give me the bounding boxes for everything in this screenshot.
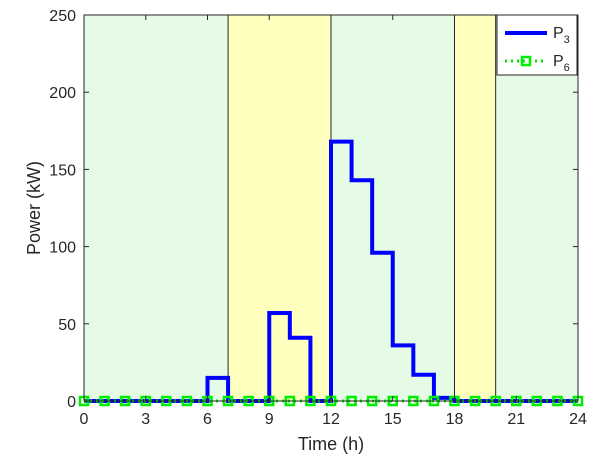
y-axis-ticks: 0 50 100 150 200 250 bbox=[49, 8, 578, 411]
y-tick-label: 200 bbox=[49, 85, 76, 102]
background-band-0 bbox=[84, 15, 229, 401]
x-tick-label: 12 bbox=[322, 411, 340, 428]
background-band-4 bbox=[495, 15, 578, 401]
x-tick-label: 6 bbox=[203, 411, 212, 428]
legend-label-0: P3 bbox=[553, 25, 570, 46]
background-band-1 bbox=[228, 15, 331, 401]
background-band-3 bbox=[454, 15, 496, 401]
x-tick-label: 15 bbox=[384, 411, 402, 428]
y-tick-label: 0 bbox=[67, 394, 76, 411]
x-tick-label: 21 bbox=[507, 411, 525, 428]
y-tick-label: 100 bbox=[49, 240, 76, 257]
legend-marker-p6 bbox=[520, 55, 532, 67]
x-tick-label: 3 bbox=[141, 411, 150, 428]
y-tick-label: 50 bbox=[58, 317, 76, 334]
x-tick-label: 9 bbox=[265, 411, 274, 428]
x-axis-label: Time (h) bbox=[298, 434, 364, 454]
x-tick-label: 18 bbox=[446, 411, 464, 428]
legend-label-1: P6 bbox=[553, 53, 570, 74]
legend-box bbox=[496, 14, 578, 76]
y-tick-label: 250 bbox=[49, 8, 76, 25]
x-tick-label: 0 bbox=[80, 411, 89, 428]
background-bands bbox=[84, 15, 578, 401]
x-axis-ticks: 0 3 6 9 12 15 18 21 24 bbox=[80, 15, 587, 428]
y-axis-label: Power (kW) bbox=[24, 161, 44, 255]
x-tick-label: 24 bbox=[569, 411, 587, 428]
y-tick-label: 150 bbox=[49, 162, 76, 179]
